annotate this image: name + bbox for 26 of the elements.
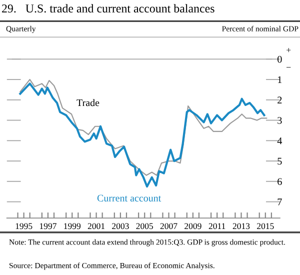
line-series [19,82,266,188]
series-label: Trade [76,99,100,106]
y-tick-label: 7 [278,198,282,206]
x-tick-label: 2015 [257,223,274,230]
text: − [286,67,291,68]
chart-title: 29. U.S. trade and current account balances [2,4,214,13]
y-tick-label: 0 [278,56,282,63]
y-tick-label: 1 [278,76,282,84]
x-tick-label: 2009 [184,223,202,230]
text: + [286,48,291,52]
x-tick-label: 2007 [160,223,178,230]
y-tick-label: 5 [278,158,282,165]
x-tick-label: 2003 [112,223,129,230]
line-series [20,78,268,176]
y-tick-label: 2 [278,96,282,104]
x-tick-label: 1999 [64,223,81,230]
x-tick-label: 2013 [232,223,250,230]
x-tick-label: 2005 [136,223,154,230]
x-tick-label: 2001 [88,223,105,230]
x-tick-label: 1995 [16,223,32,230]
y-tick-label: 6 [278,178,282,186]
x-tick-label: 2011 [208,223,226,230]
y-tick-label: 4 [277,137,282,144]
y-tick-label: 3 [278,117,282,124]
series-label: Current account [97,194,162,202]
x-tick-label: 1997 [40,223,56,230]
